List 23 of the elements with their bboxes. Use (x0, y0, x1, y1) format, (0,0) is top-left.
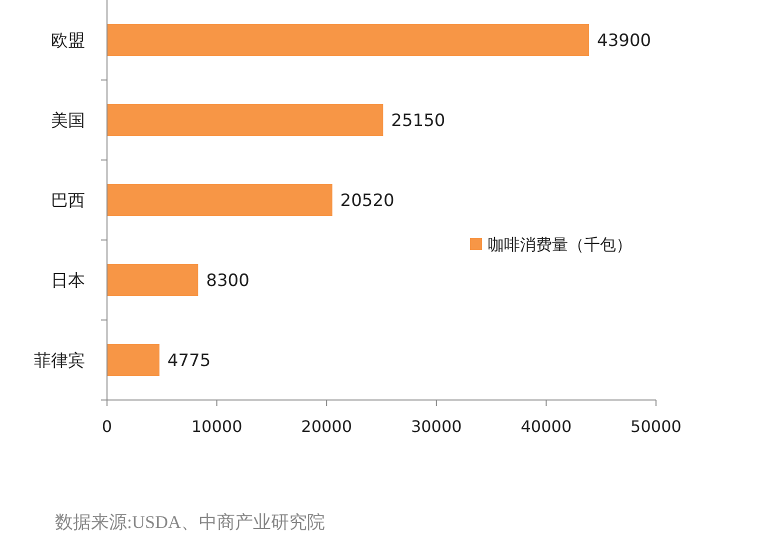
data-label: 4775 (167, 351, 211, 371)
bar (107, 24, 590, 56)
y-tick-label: 菲律宾 (34, 351, 85, 371)
bar (107, 344, 160, 376)
data-label: 20520 (340, 191, 394, 211)
data-label: 25150 (391, 111, 446, 131)
x-tick-label: 0 (102, 417, 112, 436)
x-tick-label: 40000 (520, 417, 572, 436)
y-tick-label: 巴西 (51, 191, 85, 211)
legend-label: 咖啡消费量（千包） (488, 235, 632, 254)
bar (107, 104, 384, 136)
x-tick-label: 30000 (410, 417, 462, 436)
source-note: 数据来源:USDA、中商产业研究院 (55, 512, 326, 532)
x-tick-label: 10000 (191, 417, 242, 436)
bar (107, 184, 332, 216)
bar (107, 264, 198, 296)
y-tick-label: 欧盟 (51, 31, 85, 51)
x-tick-label: 50000 (630, 417, 682, 436)
data-label: 43900 (597, 31, 652, 51)
y-tick-label: 美国 (51, 111, 85, 131)
x-tick-label: 20000 (301, 417, 352, 436)
data-label: 8300 (206, 271, 250, 291)
y-tick-label: 日本 (51, 271, 85, 291)
